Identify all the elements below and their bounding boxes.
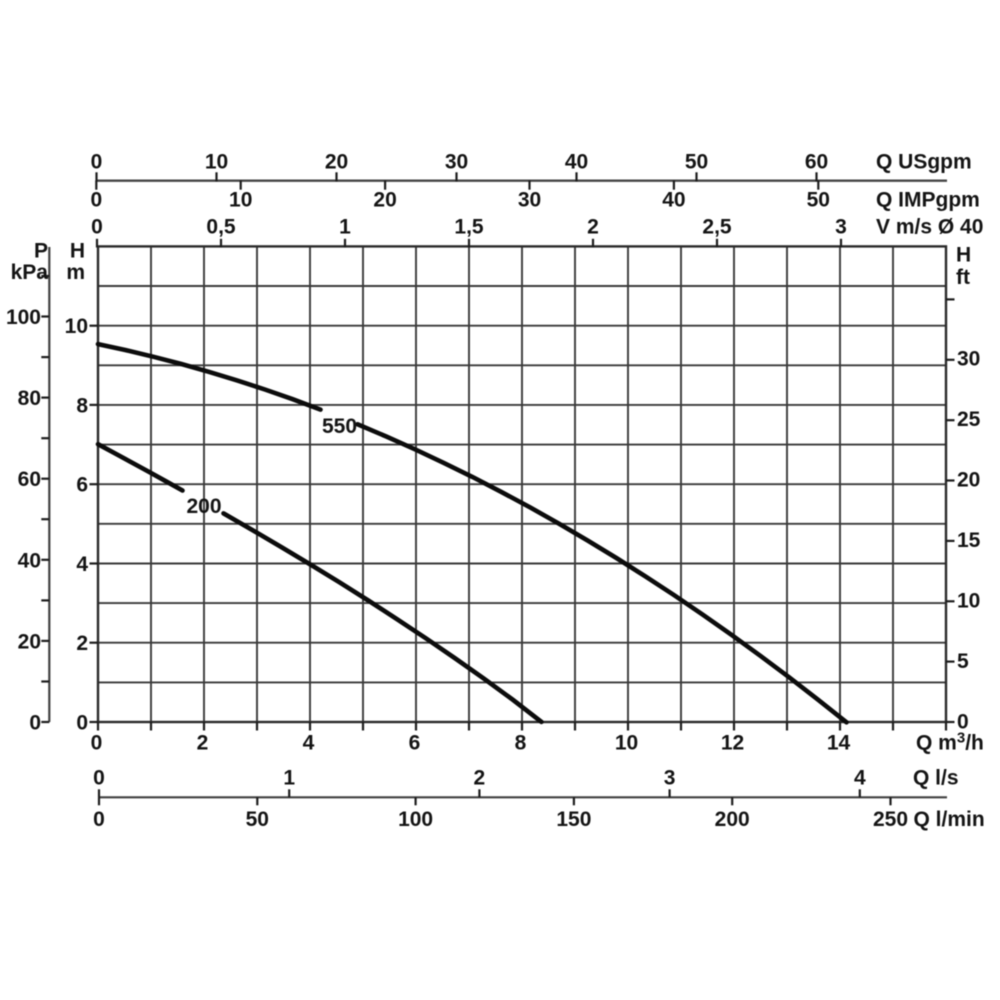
- svg-text:20: 20: [18, 630, 41, 653]
- svg-text:150: 150: [556, 808, 591, 831]
- svg-text:0: 0: [29, 712, 41, 735]
- svg-text:60: 60: [805, 151, 828, 174]
- svg-text:m: m: [66, 261, 85, 284]
- svg-text:2: 2: [76, 632, 88, 655]
- svg-text:3: 3: [664, 767, 676, 790]
- svg-text:4: 4: [303, 732, 315, 755]
- svg-text:2: 2: [197, 732, 209, 755]
- svg-text:50: 50: [685, 151, 708, 174]
- svg-text:8: 8: [76, 394, 88, 417]
- svg-text:80: 80: [18, 387, 41, 410]
- svg-text:0: 0: [91, 151, 103, 174]
- svg-text:Q IMPgpm: Q IMPgpm: [876, 189, 980, 212]
- svg-text:60: 60: [18, 468, 41, 491]
- svg-text:30: 30: [957, 348, 980, 371]
- svg-text:8: 8: [515, 732, 527, 755]
- svg-text:14: 14: [827, 732, 851, 755]
- svg-text:2,5: 2,5: [702, 216, 732, 239]
- svg-text:6: 6: [409, 732, 421, 755]
- svg-text:ft: ft: [956, 266, 970, 289]
- svg-text:10: 10: [229, 189, 252, 212]
- svg-text:1: 1: [283, 767, 295, 790]
- svg-text:Q m3/h: Q m3/h: [916, 730, 984, 755]
- svg-text:100: 100: [398, 808, 433, 831]
- svg-text:10: 10: [65, 315, 88, 338]
- svg-text:Q l/s: Q l/s: [913, 767, 959, 790]
- svg-text:10: 10: [205, 151, 228, 174]
- svg-text:40: 40: [18, 549, 41, 572]
- svg-text:0: 0: [93, 767, 105, 790]
- svg-text:2: 2: [587, 216, 599, 239]
- svg-text:0: 0: [91, 732, 103, 755]
- svg-text:V m/s Ø 40: V m/s Ø 40: [876, 216, 983, 239]
- svg-text:0: 0: [957, 711, 969, 734]
- svg-text:15: 15: [957, 529, 981, 552]
- svg-text:30: 30: [518, 189, 541, 212]
- svg-text:20: 20: [373, 189, 396, 212]
- svg-text:25: 25: [957, 408, 981, 431]
- svg-text:2: 2: [474, 767, 486, 790]
- svg-text:H: H: [956, 244, 971, 267]
- svg-text:200: 200: [715, 808, 750, 831]
- svg-text:4: 4: [854, 767, 866, 790]
- svg-text:250: 250: [873, 808, 908, 831]
- svg-text:40: 40: [565, 151, 588, 174]
- svg-text:200: 200: [186, 495, 221, 518]
- svg-text:20: 20: [325, 151, 348, 174]
- svg-text:H: H: [70, 240, 85, 263]
- svg-text:P: P: [34, 240, 48, 263]
- svg-text:0: 0: [93, 808, 105, 831]
- svg-text:4: 4: [76, 553, 88, 576]
- svg-text:550: 550: [322, 415, 357, 438]
- svg-text:1,5: 1,5: [454, 216, 484, 239]
- svg-text:12: 12: [721, 732, 744, 755]
- svg-text:0,5: 0,5: [206, 216, 236, 239]
- svg-text:20: 20: [957, 469, 980, 492]
- svg-text:0: 0: [90, 189, 102, 212]
- svg-text:50: 50: [807, 189, 830, 212]
- svg-text:kPa: kPa: [11, 261, 49, 284]
- svg-text:40: 40: [662, 189, 685, 212]
- svg-text:1: 1: [339, 216, 351, 239]
- svg-text:Q l/min: Q l/min: [914, 808, 985, 831]
- svg-text:100: 100: [6, 306, 41, 329]
- svg-text:10: 10: [615, 732, 638, 755]
- svg-text:50: 50: [246, 808, 269, 831]
- svg-text:5: 5: [957, 650, 969, 673]
- svg-text:3: 3: [835, 216, 847, 239]
- svg-text:0: 0: [76, 712, 88, 735]
- svg-text:0: 0: [91, 216, 103, 239]
- svg-text:10: 10: [957, 590, 980, 613]
- svg-text:Q USgpm: Q USgpm: [876, 151, 972, 174]
- svg-text:30: 30: [445, 151, 468, 174]
- svg-text:6: 6: [76, 474, 88, 497]
